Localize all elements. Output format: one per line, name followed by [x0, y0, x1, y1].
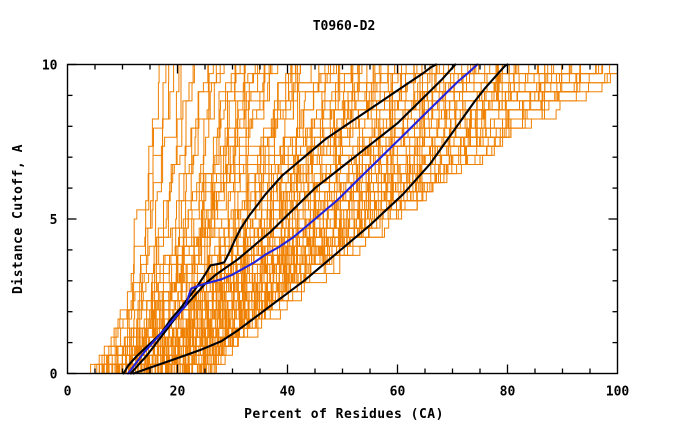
ensemble-curve — [181, 64, 510, 374]
ensemble-curve — [129, 64, 319, 374]
x-tick-label: 80 — [500, 385, 516, 400]
ensemble-curve — [112, 64, 225, 374]
ensemble-curve — [200, 64, 515, 374]
ensemble-curve — [103, 64, 195, 374]
ensemble-curve — [165, 64, 437, 374]
x-tick-label: 40 — [280, 385, 296, 400]
chart-title: T0960-D2 — [313, 19, 376, 34]
ensemble-curve — [138, 64, 331, 374]
ensemble-curve — [115, 64, 273, 374]
highlight-curve-highlight-blue — [126, 63, 479, 375]
ensemble-curve — [96, 64, 160, 374]
ensemble-curve — [131, 64, 305, 374]
ensemble-curve — [102, 64, 182, 374]
y-tick-label: 0 — [50, 368, 58, 383]
x-axis-label: Percent of Residues (CA) — [244, 407, 444, 422]
ensemble-curve — [215, 64, 618, 374]
y-tick-label: 10 — [42, 59, 58, 74]
ensemble-curve — [90, 64, 180, 374]
highlight-series-layer — [122, 63, 509, 375]
x-tick-label: 100 — [606, 385, 630, 400]
ensemble-curve — [143, 64, 363, 374]
x-tick-labels: 0 20 40 60 80 100 — [64, 385, 630, 400]
ensemble-curve — [215, 64, 618, 374]
ensemble-curve — [191, 64, 532, 374]
ensemble-curve — [106, 64, 222, 374]
y-axis-label: Distance Cutoff, A — [11, 144, 26, 294]
x-tick-label: 20 — [170, 385, 186, 400]
x-tick-label: 60 — [390, 385, 406, 400]
ensemble-curve — [103, 64, 175, 374]
highlight-curve-highlight-black-3 — [132, 63, 509, 375]
ensemble-curve — [98, 64, 209, 374]
y-tick-label: 5 — [50, 213, 58, 228]
axis-ticks-layer — [67, 63, 618, 375]
ensemble-curve — [211, 64, 617, 374]
ensemble-curve — [108, 64, 225, 374]
ensemble-curve — [107, 64, 240, 374]
y-tick-labels: 0 5 10 — [42, 59, 58, 383]
ensemble-curve — [204, 64, 546, 374]
x-tick-label: 0 — [64, 385, 72, 400]
